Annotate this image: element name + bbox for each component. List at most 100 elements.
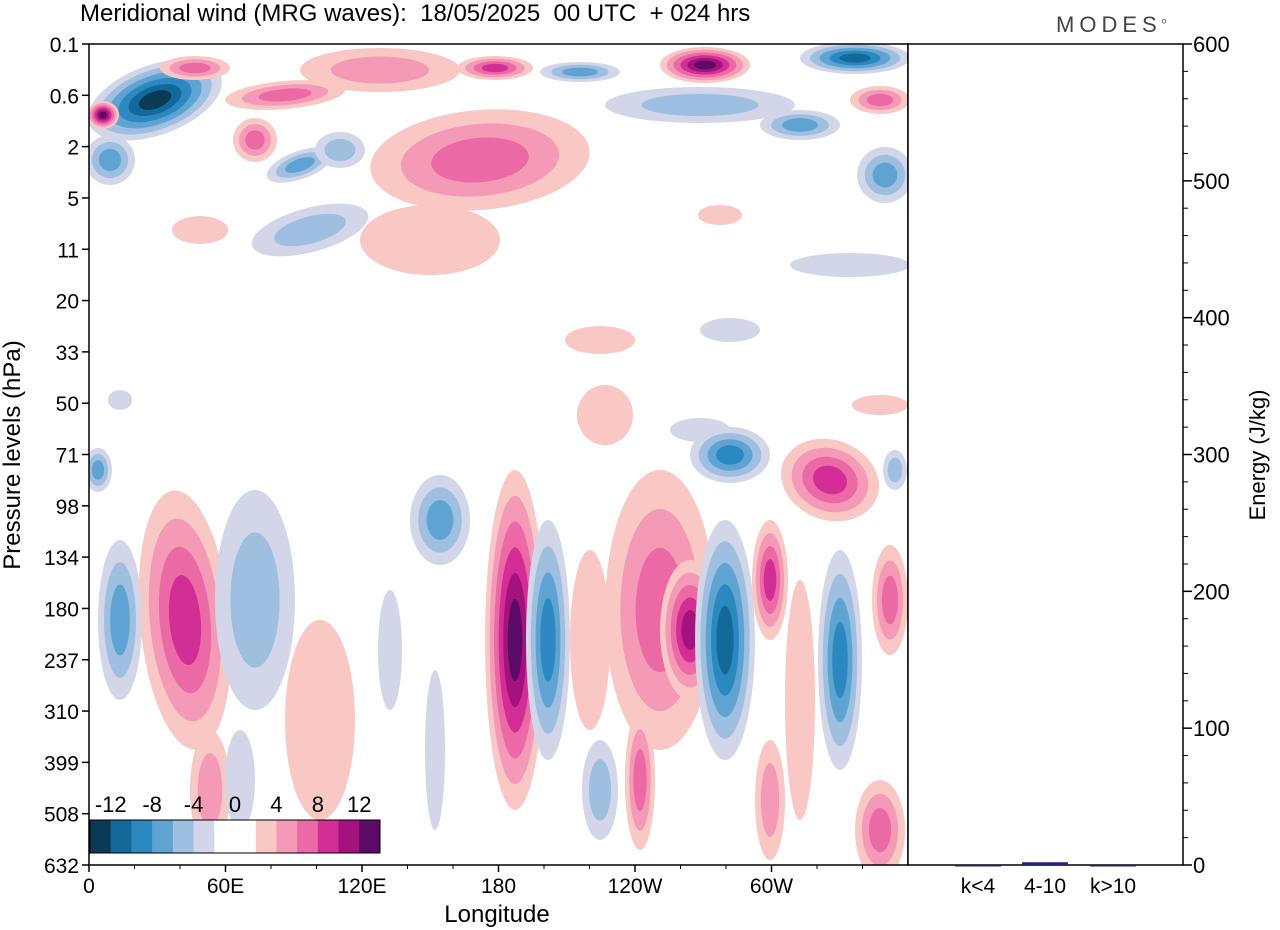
energy-axis: 0 100 200 300 400 500 600 (1183, 32, 1230, 878)
energy-bars: k<4 4-10 k>10 (955, 862, 1136, 898)
colorbar-swatch (359, 820, 381, 853)
y-tick-label: 134 (44, 547, 79, 570)
wind-anomaly-contour (562, 67, 598, 77)
wind-anomaly-contour (98, 148, 122, 172)
y-tick-label: 310 (44, 701, 79, 724)
colorbar: -12 -8 -4 0 4 8 12 (89, 792, 381, 854)
wind-anomaly-contour (698, 205, 742, 225)
colorbar-tick-label: -8 (142, 792, 162, 817)
wind-anomaly-contour (782, 118, 818, 132)
colorbar-swatch (193, 820, 215, 853)
wind-anomaly-contour (481, 63, 509, 73)
colorbar-tick-label: -12 (95, 792, 127, 817)
colorbar-tick-label: 12 (347, 792, 371, 817)
wind-anomaly-contour (872, 162, 898, 188)
energy-tick-label: 400 (1193, 306, 1230, 331)
wind-anomaly-contour (588, 759, 612, 821)
wind-anomaly-contour (330, 56, 430, 84)
brand-text: MODES (1056, 12, 1162, 37)
x-tick-label: 180 (481, 875, 516, 898)
energy-tick-label: 500 (1193, 169, 1230, 194)
y-tick-label: 632 (44, 855, 79, 878)
y-tick-label: 50 (56, 393, 79, 416)
wind-anomaly-contour (179, 62, 211, 74)
wind-anomaly-contour (763, 559, 777, 601)
energy-tick-label: 300 (1193, 443, 1230, 468)
colorbar-swatch (90, 820, 112, 853)
wind-anomaly-contour (852, 395, 908, 415)
y-tick-label: 2 (67, 137, 79, 160)
longitude-axis: 0 60E 120E 180 120W 60W (83, 865, 863, 898)
wind-anomaly-contour (168, 574, 202, 666)
wind-anomaly-contour (258, 88, 312, 102)
wind-anomaly-contour (832, 621, 848, 699)
wind-anomaly-contour (197, 753, 223, 827)
wind-heatmap (89, 44, 908, 865)
colorbar-swatch (338, 820, 360, 853)
chart-title: Meridional wind (MRG waves): 18/05/2025 … (80, 0, 751, 27)
y-tick-label: 508 (44, 804, 79, 827)
x-tick-label: 0 (83, 875, 95, 898)
y-tick-label: 33 (56, 342, 79, 365)
x-tick-label: 60W (750, 875, 793, 898)
x-tick-label: 120E (337, 875, 386, 898)
wind-anomaly-contour (577, 385, 633, 445)
wind-anomaly-contour (716, 605, 734, 675)
energy-tick-label: 200 (1193, 579, 1230, 604)
wind-anomaly-contour (110, 584, 130, 656)
pressure-axis: 0.1 0.6 2 5 11 20 33 50 71 98 134 180 237 310 399 508 63… (44, 34, 89, 878)
y-tick-label: 399 (44, 752, 79, 775)
wind-anomaly-contour (426, 500, 454, 540)
brand-mark: o (1161, 16, 1167, 26)
wind-anomaly-contour (172, 216, 228, 244)
colorbar-swatch (297, 820, 319, 853)
wind-anomaly-contour (633, 748, 647, 812)
y-tick-label: 237 (44, 650, 79, 673)
wind-anomaly-contour (681, 610, 699, 650)
wind-anomaly-contour (839, 53, 871, 63)
y-tick-label: 20 (56, 291, 79, 314)
wind-anomaly-contour (868, 807, 892, 853)
x-tick-label: 60E (207, 875, 244, 898)
wind-anomaly-contour (431, 137, 529, 183)
colorbar-swatch (235, 820, 257, 853)
colorbar-swatch (172, 820, 195, 853)
colorbar-tick-label: 8 (312, 792, 324, 817)
wind-anomaly-contour (108, 390, 132, 410)
wind-anomaly-contour (716, 445, 744, 465)
wind-anomaly-contour (882, 575, 898, 625)
y-axis-title: Pressure levels (hPa) (0, 340, 26, 569)
y-tick-label: 71 (56, 445, 79, 468)
wind-anomaly-contour (700, 318, 760, 342)
energy-bar (955, 865, 1001, 867)
energy-category-label: k>10 (1090, 875, 1136, 898)
wind-anomaly-contour (245, 130, 265, 150)
wind-anomaly-contour (641, 93, 759, 117)
y-tick-label: 11 (57, 239, 79, 262)
wind-anomaly-contour (785, 580, 815, 820)
colorbar-swatch (152, 820, 174, 853)
energy-category-label: 4-10 (1024, 875, 1066, 898)
wind-anomaly-contour (565, 326, 635, 354)
colorbar-frame (89, 819, 381, 854)
energy-tick-label: 600 (1193, 32, 1230, 57)
energy-panel-frame (907, 43, 1184, 866)
wind-anomaly-contour (790, 253, 908, 277)
colorbar-swatch (214, 820, 236, 853)
y-tick-label: 5 (67, 188, 79, 211)
modes-logo: MODESo (1056, 12, 1166, 38)
wind-anomaly-contour (324, 138, 356, 162)
wind-anomaly-contour (91, 460, 105, 480)
colorbar-swatch (317, 820, 340, 853)
x-tick-label: 120W (608, 875, 663, 898)
wind-anomaly-contour (360, 205, 500, 275)
wind-anomaly-contour (230, 532, 280, 668)
wind-anomaly-contour (274, 213, 346, 247)
wind-anomaly-contour (694, 60, 716, 70)
colorbar-tick-label: 4 (270, 792, 282, 817)
wind-anomaly-contour (378, 590, 402, 710)
wind-anomaly-contour (570, 550, 610, 730)
y-tick-label: 0.6 (50, 85, 79, 108)
wind-anomaly-contour (507, 598, 523, 682)
energy-bar (1022, 862, 1068, 865)
